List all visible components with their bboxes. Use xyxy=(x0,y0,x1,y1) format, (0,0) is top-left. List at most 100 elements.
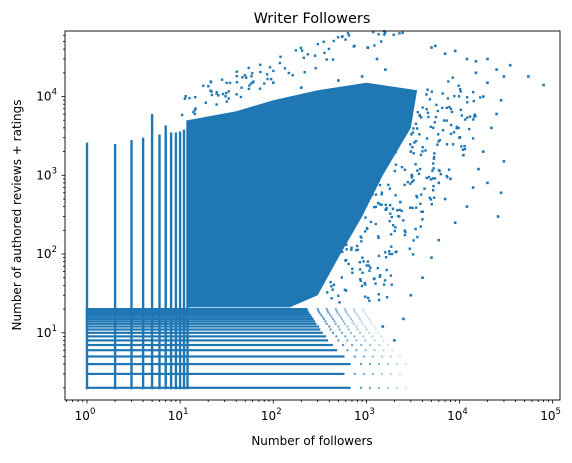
data-point xyxy=(421,218,424,221)
data-point xyxy=(439,173,442,176)
data-point xyxy=(382,349,385,352)
data-point xyxy=(449,123,453,127)
data-point xyxy=(421,150,424,153)
data-point xyxy=(317,309,320,312)
data-point xyxy=(428,196,431,199)
data-point xyxy=(432,189,435,192)
data-point xyxy=(266,77,269,81)
data-point xyxy=(387,344,390,346)
data-point xyxy=(433,177,437,180)
data-points xyxy=(85,30,545,390)
data-point xyxy=(426,111,430,114)
data-row xyxy=(85,328,321,331)
data-point xyxy=(457,95,461,98)
data-point xyxy=(414,122,418,125)
data-point xyxy=(356,248,359,252)
data-point xyxy=(360,344,363,346)
data-point xyxy=(447,168,451,171)
data-point xyxy=(314,67,317,70)
data-point xyxy=(368,331,371,334)
data-point xyxy=(360,240,363,243)
data-point xyxy=(353,44,356,47)
data-point xyxy=(393,229,396,233)
data-point xyxy=(221,92,225,96)
data-point xyxy=(258,87,262,90)
data-point xyxy=(389,274,393,277)
data-point xyxy=(394,151,397,154)
data-point xyxy=(316,42,319,46)
data-point xyxy=(421,210,424,213)
data-point xyxy=(394,250,397,254)
data-point xyxy=(423,187,426,190)
data-point xyxy=(343,288,347,291)
data-point xyxy=(378,183,382,187)
data-point xyxy=(352,322,355,325)
data-point xyxy=(473,113,476,116)
data-point xyxy=(240,86,243,89)
data-point xyxy=(327,47,331,51)
data-point xyxy=(369,320,372,323)
data-point xyxy=(344,309,347,312)
data-point xyxy=(316,308,319,311)
data-point xyxy=(337,325,340,328)
data-point xyxy=(430,46,433,49)
data-point xyxy=(373,349,376,352)
data-point xyxy=(332,317,334,320)
data-point xyxy=(335,309,338,312)
data-point xyxy=(429,125,432,129)
data-point xyxy=(398,215,401,218)
data-point xyxy=(367,264,370,267)
data-point xyxy=(355,248,358,252)
data-point xyxy=(346,325,349,328)
data-point xyxy=(353,372,356,375)
data-point xyxy=(241,76,244,79)
data-point xyxy=(408,247,411,250)
data-point xyxy=(411,131,415,134)
data-point xyxy=(328,325,331,328)
data-point xyxy=(445,174,448,178)
data-point xyxy=(387,363,390,366)
data-point xyxy=(354,311,357,314)
data-point xyxy=(374,222,377,226)
data-point xyxy=(279,55,282,58)
data-point xyxy=(384,68,387,71)
data-point xyxy=(346,32,350,35)
data-point xyxy=(326,309,329,312)
data-point xyxy=(347,34,351,37)
y-tick-label: 102 xyxy=(36,245,57,261)
data-point xyxy=(394,163,398,166)
data-point xyxy=(383,33,386,36)
data-point xyxy=(220,78,224,81)
data-point xyxy=(430,256,433,259)
data-point xyxy=(421,146,424,149)
data-point xyxy=(303,71,306,74)
data-point xyxy=(225,100,228,103)
data-point xyxy=(318,311,321,314)
data-row xyxy=(85,339,329,342)
data-point xyxy=(398,372,401,375)
data-point xyxy=(437,238,441,242)
data-row xyxy=(85,308,308,311)
data-point xyxy=(419,225,422,228)
data-point xyxy=(207,85,210,88)
data-point xyxy=(302,56,305,59)
data-point xyxy=(388,219,391,223)
data-row xyxy=(85,309,309,312)
data-point xyxy=(453,94,456,98)
data-point xyxy=(359,278,362,281)
data-point xyxy=(351,271,354,274)
data-point xyxy=(352,308,355,311)
data-point xyxy=(215,91,218,94)
data-point xyxy=(377,331,380,334)
data-point xyxy=(499,191,503,195)
data-point xyxy=(463,118,467,121)
data-point xyxy=(508,63,512,67)
data-point xyxy=(411,146,414,149)
data-point xyxy=(322,317,325,320)
data-point xyxy=(392,224,395,227)
data-point xyxy=(403,229,406,232)
data-point xyxy=(427,175,431,179)
data-point xyxy=(380,355,383,358)
data-point xyxy=(366,46,369,49)
data-point xyxy=(300,86,303,89)
